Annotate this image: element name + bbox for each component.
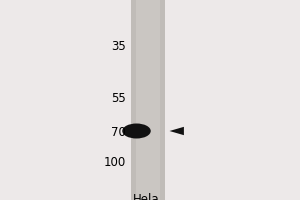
Text: Hela: Hela <box>133 193 159 200</box>
Ellipse shape <box>122 123 151 138</box>
Text: 70: 70 <box>111 126 126 138</box>
Bar <box>130 0 165 200</box>
Bar <box>136 0 160 200</box>
Text: 55: 55 <box>111 92 126 104</box>
Text: 35: 35 <box>111 40 126 52</box>
Text: 100: 100 <box>104 156 126 168</box>
Polygon shape <box>169 127 184 135</box>
